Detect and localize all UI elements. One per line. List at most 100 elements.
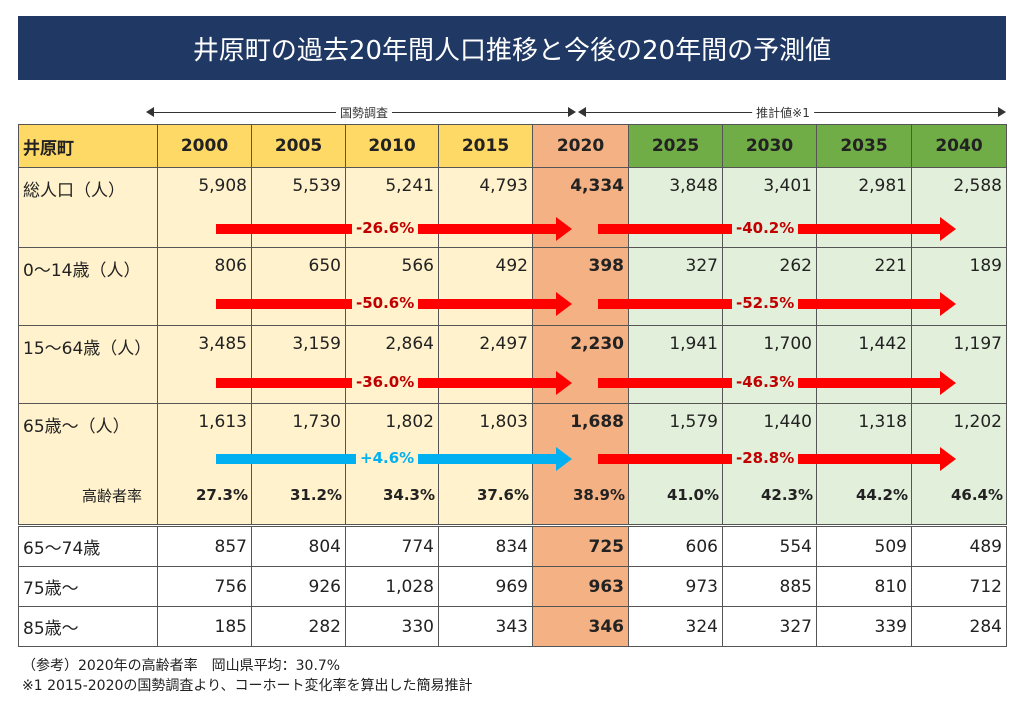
elderly-rate-value: 27.3% [195,486,248,504]
change-label: -36.0% [352,373,419,391]
cell: 554 [722,524,817,567]
arrow-head-icon [556,447,572,471]
row-label: 75歳～ [18,566,158,607]
cell: 1,579 [628,403,723,526]
census-range-label: 国勢調査 [335,104,393,121]
elderly-rate-value: 34.3% [382,486,435,504]
footnotes: （参考）2020年の高齢者率 岡山県平均：30.7% ※1 2015-2020の… [22,656,473,696]
cell: 969 [438,566,533,607]
change-label: -40.2% [732,219,799,237]
cell: 489 [911,524,1007,567]
cell: 346 [532,606,629,647]
cell: 1,197 [911,325,1007,404]
cell: 1,730 [251,403,346,526]
header-year: 2040 [911,124,1007,168]
cell: 1,941 [628,325,723,404]
range-left-arrow-icon [146,107,154,117]
cell: 857 [157,524,252,567]
cell: 2,864 [345,325,439,404]
cell: 4,793 [438,167,533,248]
table-row: 0～14歳（人） 806 650 566 492 398 327 262 221… [18,247,1007,326]
cell: 262 [722,247,817,326]
header-year: 2030 [722,124,817,168]
row-label: 0～14歳（人） [18,247,158,326]
census-range-indicator: 国勢調査 [146,104,576,121]
cell: 606 [628,524,723,567]
cell: 398 [532,247,629,326]
header-year: 2015 [438,124,533,168]
arrow-head-icon [940,371,956,395]
cell: 5,539 [251,167,346,248]
cell: 343 [438,606,533,647]
cell: 566 [345,247,439,326]
table-row: 75歳～ 756 926 1,028 969 963 973 885 810 7… [18,566,1007,607]
arrow-head-icon [556,217,572,241]
cell: 804 [251,524,346,567]
cell: 3,848 [628,167,723,248]
change-label: -50.6% [352,294,419,312]
table-row: 85歳～ 185 282 330 343 346 324 327 339 284 [18,606,1007,647]
table-row: 65～74歳 857 804 774 834 725 606 554 509 4… [18,524,1007,567]
header-town: 井原町 [18,124,158,168]
cell: 189 [911,247,1007,326]
cell: 1,700 [722,325,817,404]
cell: 3,159 [251,325,346,404]
cell: 1,613 [157,403,252,526]
cell: 756 [157,566,252,607]
population-table: 井原町 2000 2005 2010 2015 2020 2025 2030 2… [18,124,1007,647]
page-title: 井原町の過去20年間人口推移と今後の20年間の予測値 [18,16,1006,80]
elderly-rate-value: 46.4% [950,486,1003,504]
cell: 3,485 [157,325,252,404]
elderly-rate-value: 31.2% [289,486,342,504]
cell: 973 [628,566,723,607]
range-right-arrow-icon [568,107,576,117]
row-label: 65～74歳 [18,524,158,567]
change-label: -26.6% [352,219,419,237]
cell: 327 [722,606,817,647]
arrow-head-icon [556,292,572,316]
cell: 339 [816,606,912,647]
cell: 492 [438,247,533,326]
cell: 1,442 [816,325,912,404]
row-label: 総人口（人） [18,167,158,248]
cell: 926 [251,566,346,607]
cell: 1,318 [816,403,912,526]
cell: 509 [816,524,912,567]
elderly-rate-value: 41.0% [666,486,719,504]
header-year: 2025 [628,124,723,168]
arrow-head-icon [940,447,956,471]
cell: 1,202 [911,403,1007,526]
cell: 2,497 [438,325,533,404]
cell: 650 [251,247,346,326]
cell: 221 [816,247,912,326]
range-right-arrow-icon [998,107,1006,117]
cell: 330 [345,606,439,647]
table-row: 65歳～（人） 1,613 1,730 1,802 1,803 1,688 1,… [18,403,1007,526]
header-year: 2000 [157,124,252,168]
change-label: +4.6% [356,449,419,467]
cell: 834 [438,524,533,567]
row-label: 65歳～（人） [18,403,158,526]
header-year: 2010 [345,124,439,168]
table-header-row: 井原町 2000 2005 2010 2015 2020 2025 2030 2… [18,124,1007,168]
cell: 712 [911,566,1007,607]
cell: 774 [345,524,439,567]
estimate-range-indicator: 推計値※1 [578,104,1006,121]
table-row: 総人口（人） 5,908 5,539 5,241 4,793 4,334 3,8… [18,167,1007,248]
cell: 282 [251,606,346,647]
cell: 2,230 [532,325,629,404]
cell: 324 [628,606,723,647]
row-label: 85歳～ [18,606,158,647]
elderly-rate-value: 44.2% [855,486,908,504]
header-year: 2035 [816,124,912,168]
arrow-head-icon [940,292,956,316]
cell: 327 [628,247,723,326]
change-label: -46.3% [732,373,799,391]
cell: 4,334 [532,167,629,248]
elderly-rate-value: 37.6% [476,486,529,504]
cell: 725 [532,524,629,567]
estimate-range-label: 推計値※1 [752,104,814,121]
cell: 1,028 [345,566,439,607]
cell: 2,981 [816,167,912,248]
arrow-head-icon [940,217,956,241]
